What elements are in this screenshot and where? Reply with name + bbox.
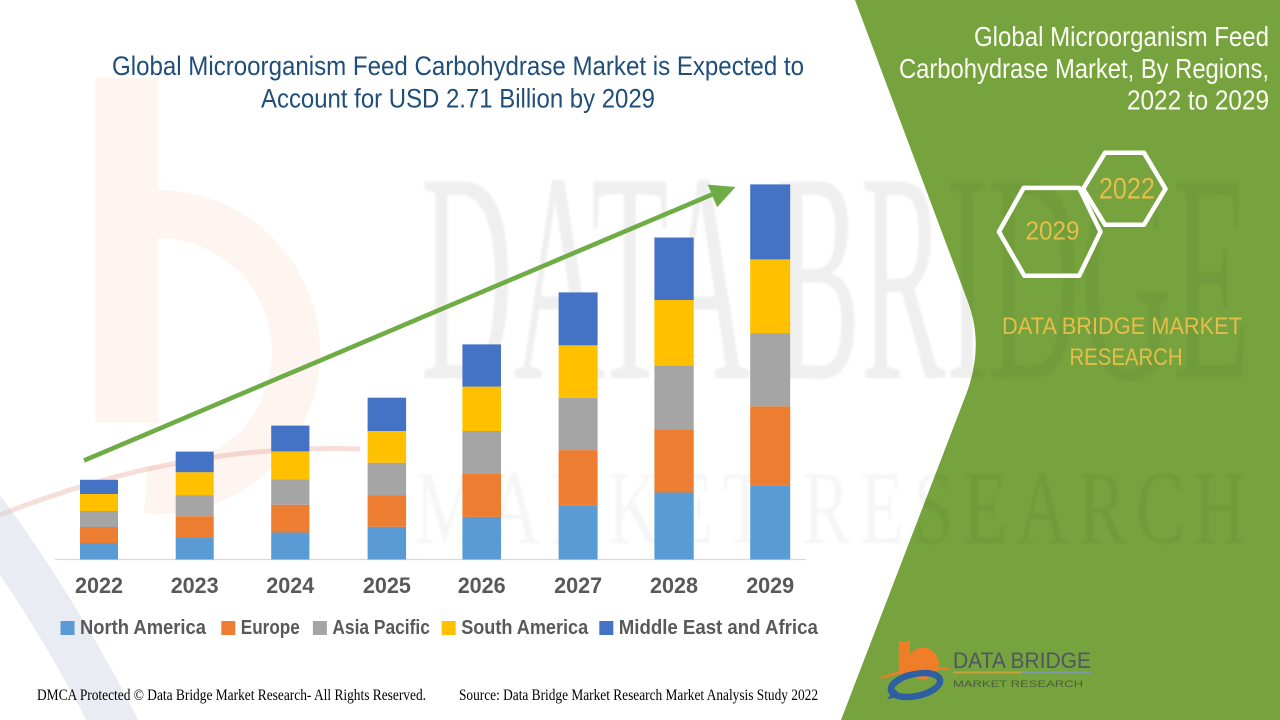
svg-text:MARKET RESEARCH: MARKET RESEARCH <box>953 679 1083 689</box>
svg-text:2024: 2024 <box>266 573 315 598</box>
svg-text:DATA BRIDGE: DATA BRIDGE <box>953 648 1091 673</box>
svg-text:DATA BRIDGE MARKET: DATA BRIDGE MARKET <box>1002 313 1242 340</box>
svg-text:2025: 2025 <box>363 573 411 598</box>
svg-text:Carbohydrase Market, By Region: Carbohydrase Market, By Regions, <box>899 53 1269 84</box>
svg-text:Source: Data Bridge Market Res: Source: Data Bridge Market Research Mark… <box>459 685 818 704</box>
svg-text:2022: 2022 <box>1099 173 1155 206</box>
svg-text:Asia Pacific: Asia Pacific <box>332 617 430 639</box>
svg-text:RESEARCH: RESEARCH <box>1070 344 1183 371</box>
svg-text:Middle East and Africa: Middle East and Africa <box>619 617 819 639</box>
svg-text:2029: 2029 <box>1026 216 1080 246</box>
svg-text:2022: 2022 <box>75 573 123 598</box>
svg-text:North America: North America <box>80 617 207 639</box>
svg-text:Global Microorganism Feed: Global Microorganism Feed <box>974 21 1269 52</box>
svg-text:2028: 2028 <box>650 573 698 598</box>
svg-text:2022 to 2029: 2022 to 2029 <box>1127 85 1269 116</box>
svg-text:2023: 2023 <box>171 573 219 598</box>
svg-text:Europe: Europe <box>241 617 300 639</box>
svg-text:2029: 2029 <box>746 573 794 598</box>
svg-text:DMCA Protected © Data Bridge M: DMCA Protected © Data Bridge Market Rese… <box>37 685 426 704</box>
svg-text:South America: South America <box>461 617 589 639</box>
svg-text:2027: 2027 <box>554 573 602 598</box>
svg-text:Account for USD 2.71 Billion b: Account for USD 2.71 Billion by 2029 <box>261 84 655 114</box>
svg-text:Global Microorganism Feed Carb: Global Microorganism Feed Carbohydrase M… <box>112 51 804 81</box>
svg-text:2026: 2026 <box>458 573 506 598</box>
